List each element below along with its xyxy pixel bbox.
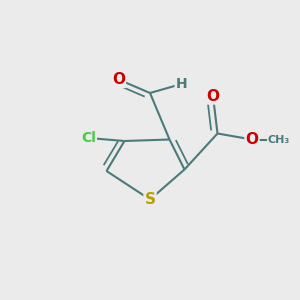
Text: O: O [206, 88, 220, 104]
Text: H: H [176, 77, 187, 91]
Text: O: O [245, 132, 259, 147]
Text: S: S [145, 192, 155, 207]
Text: Cl: Cl [81, 131, 96, 145]
Text: O: O [112, 72, 125, 87]
Text: CH₃: CH₃ [268, 134, 290, 145]
